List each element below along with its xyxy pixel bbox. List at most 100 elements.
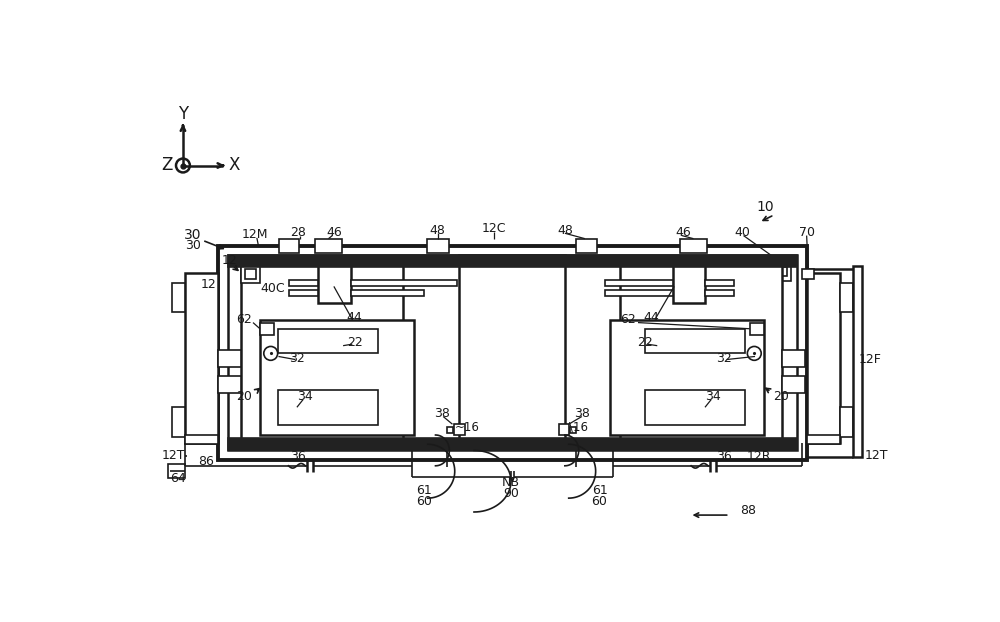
- Text: 20: 20: [236, 390, 252, 403]
- Bar: [807, 435, 840, 444]
- Text: 46: 46: [676, 226, 691, 239]
- Bar: [782, 376, 805, 394]
- Bar: [610, 320, 764, 435]
- Bar: [318, 262, 351, 302]
- Bar: [241, 262, 403, 443]
- Text: 61: 61: [416, 484, 432, 497]
- Bar: [172, 407, 185, 437]
- Text: 12M: 12M: [241, 228, 268, 241]
- Bar: [168, 464, 185, 478]
- Bar: [454, 424, 465, 435]
- Text: 40: 40: [734, 226, 750, 239]
- Bar: [218, 350, 241, 367]
- Text: 40C: 40C: [260, 282, 285, 295]
- Bar: [185, 273, 218, 443]
- Text: 22: 22: [637, 336, 653, 349]
- Bar: [228, 255, 797, 450]
- Bar: [750, 323, 764, 335]
- Bar: [447, 427, 453, 434]
- Bar: [802, 269, 814, 279]
- Text: 36: 36: [716, 450, 732, 463]
- Bar: [673, 262, 705, 302]
- Text: 34: 34: [705, 390, 721, 403]
- Bar: [570, 427, 576, 434]
- Bar: [218, 246, 807, 460]
- Text: 20: 20: [773, 390, 789, 403]
- Bar: [645, 329, 745, 353]
- Text: 12T: 12T: [864, 449, 888, 462]
- Bar: [228, 255, 797, 267]
- Text: 62: 62: [620, 313, 636, 326]
- Text: \16: \16: [569, 421, 588, 434]
- Text: 12T: 12T: [162, 448, 185, 462]
- Bar: [705, 281, 734, 286]
- Text: 12: 12: [221, 254, 237, 267]
- Text: ~16: ~16: [455, 421, 480, 434]
- Bar: [459, 255, 565, 447]
- Bar: [576, 239, 597, 253]
- Text: 32: 32: [289, 351, 305, 364]
- Bar: [351, 290, 424, 295]
- Text: 12R: 12R: [747, 450, 771, 463]
- Text: 44: 44: [347, 311, 363, 323]
- Bar: [278, 391, 378, 425]
- Bar: [559, 424, 569, 435]
- Text: 30: 30: [184, 228, 202, 242]
- Bar: [172, 282, 185, 312]
- Text: 48: 48: [557, 224, 573, 237]
- Bar: [279, 239, 299, 253]
- Text: Y: Y: [178, 105, 188, 123]
- Bar: [241, 266, 260, 282]
- Text: 38: 38: [434, 407, 450, 420]
- Bar: [228, 438, 797, 450]
- Text: 22: 22: [347, 336, 363, 349]
- Text: 38: 38: [574, 407, 590, 420]
- Bar: [840, 282, 853, 312]
- Bar: [351, 281, 457, 286]
- Text: 28: 28: [291, 226, 306, 239]
- Bar: [289, 290, 318, 295]
- Bar: [605, 281, 673, 286]
- Text: 90: 90: [503, 487, 519, 500]
- Text: 10: 10: [756, 200, 774, 214]
- Bar: [705, 290, 734, 295]
- Bar: [245, 269, 256, 279]
- Text: 62: 62: [236, 313, 252, 326]
- Bar: [260, 320, 414, 435]
- Bar: [427, 239, 449, 253]
- Bar: [289, 281, 318, 286]
- Text: 12F: 12F: [859, 353, 882, 366]
- Text: 36: 36: [291, 450, 306, 463]
- Bar: [782, 350, 805, 367]
- Text: 60: 60: [416, 494, 432, 508]
- Text: 12C: 12C: [482, 222, 506, 235]
- Bar: [853, 266, 862, 457]
- Text: 44: 44: [643, 311, 659, 323]
- Bar: [807, 273, 840, 443]
- Text: NB: NB: [502, 476, 520, 490]
- Text: 88: 88: [740, 504, 756, 517]
- Text: 60: 60: [592, 494, 607, 508]
- Text: 86: 86: [198, 455, 214, 468]
- Text: Z: Z: [161, 157, 172, 175]
- Bar: [645, 391, 745, 425]
- Text: 34: 34: [297, 390, 312, 403]
- Bar: [620, 262, 782, 443]
- Text: 64: 64: [170, 471, 185, 485]
- Bar: [278, 329, 378, 353]
- Bar: [777, 267, 787, 276]
- Bar: [315, 239, 342, 253]
- Bar: [680, 239, 707, 253]
- Text: 48: 48: [430, 224, 446, 237]
- Text: 32: 32: [716, 351, 732, 364]
- Bar: [605, 290, 673, 295]
- Text: 70: 70: [799, 226, 815, 239]
- Text: 46: 46: [326, 226, 342, 239]
- Text: 30: 30: [185, 239, 201, 252]
- Text: X: X: [229, 157, 240, 175]
- Bar: [771, 262, 791, 281]
- Bar: [218, 376, 241, 394]
- Bar: [260, 323, 274, 335]
- Text: 12: 12: [201, 277, 217, 290]
- Text: 61: 61: [592, 484, 607, 497]
